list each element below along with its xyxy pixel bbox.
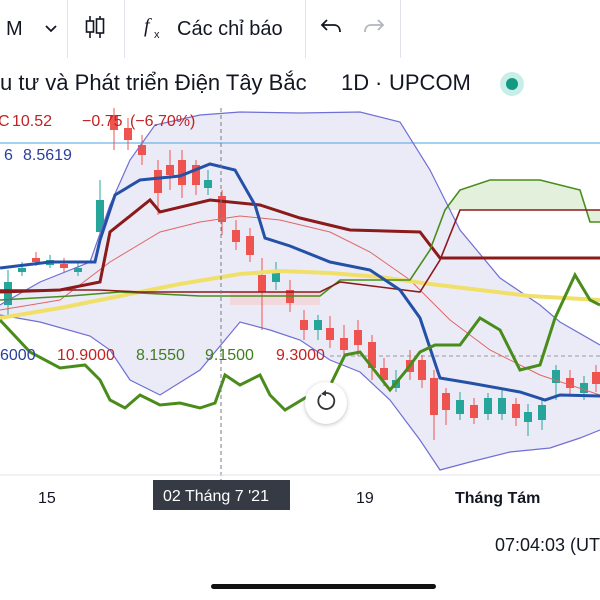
candle-body [138,145,146,155]
candle-body [498,398,506,414]
interval-selector[interactable]: M [6,0,57,58]
candle-body [166,165,174,175]
candle-body [154,170,162,193]
svg-text:x: x [154,29,160,41]
indicator2-value-1: 6000 [0,347,36,364]
clock-label: 07:04:03 (UT [494,535,600,555]
candle-body [204,180,212,188]
bollinger-band-fill [0,112,600,470]
candle-body [124,128,132,140]
candle-body [456,400,464,414]
undo-icon [319,17,343,42]
candle-body [246,236,254,255]
indicator2-value-5: 9.3000 [276,347,325,364]
change-percent: (−6.70%) [130,113,195,130]
svg-text:f: f [144,15,152,37]
tenkan-line [0,162,600,402]
candle-body [340,338,348,350]
interval-label: M [6,17,23,40]
candlestick-series [4,108,600,440]
candle-body [232,230,240,242]
candle-body [32,258,40,262]
resolution-label: 1D [341,70,370,95]
redo-button[interactable] [362,0,386,58]
candle-body [552,370,560,383]
candle-body [470,405,478,418]
candle-body [314,320,322,330]
change-value: −0.75 [82,113,123,130]
indicator2-value-4: 9.1500 [205,347,254,364]
candle-body [18,268,26,272]
candle-body [524,412,532,422]
candle-body [368,342,376,368]
indicator1-value-a: 6 [4,147,13,164]
bollinger-lower-line [0,314,600,471]
indicator2-value-2: 10.9000 [57,347,115,364]
candle-body [192,165,200,185]
candle-body [580,383,588,393]
candle-body [566,378,574,388]
exchange-label: UPCOM [389,70,471,95]
home-indicator [211,584,436,589]
price-chart[interactable]: 15 19 Tháng Tám 02 Tháng 7 '21 C 10.52 −… [0,100,600,515]
candle-body [442,393,450,410]
indicator1-value-b: 8.5619 [23,147,72,164]
indicator2-value-3: 8.1550 [136,347,185,364]
candle-body [258,275,266,292]
symbol-title: u tư và Phát triển Điện Tây Bắc [0,70,307,95]
chart-type-button[interactable] [84,0,106,58]
toolbar-divider [305,0,306,58]
candle-body [430,378,438,415]
candle-body [354,330,362,345]
candle-body [60,264,68,268]
leading-span-a-line [0,179,600,301]
reset-icon [315,389,337,417]
candle-body [380,368,388,380]
status-dot-icon [500,72,524,96]
fx-icon: f x [143,13,167,46]
candle-body [326,328,334,340]
candle-body [110,115,118,130]
moving-average-line [0,268,600,320]
toolbar-divider [67,0,68,58]
symbol-legend[interactable]: u tư và Phát triển Điện Tây Bắc 1D · UPC… [0,70,600,106]
crosshair-time-label: 02 Tháng 7 '21 [163,488,269,505]
candle-body [218,196,226,222]
kijun-line [0,197,600,294]
time-tick-19: 19 [356,490,374,507]
close-value: 10.52 [12,113,52,130]
candle-body [74,268,82,272]
candle-body [4,282,12,305]
bollinger-basis-line [0,215,600,396]
leading-span-b-line [0,209,600,293]
indicators-button[interactable]: f x Các chỉ báo [143,0,283,58]
bollinger-upper-line [0,111,600,346]
top-toolbar: M f x Các chỉ báo [0,0,600,58]
candle-body [272,270,280,282]
crosshair-time-label-bg [153,480,290,510]
legend-dot-separator: · [375,70,383,95]
toolbar-divider [124,0,125,58]
chevron-down-icon [45,20,57,38]
candle-body [484,398,492,414]
candle-body [418,360,426,380]
candle-body [592,372,600,384]
close-prefix: C [0,113,10,130]
time-tick-month: Tháng Tám [455,490,540,507]
redo-icon [362,17,386,42]
lagging-span-line [0,271,600,412]
undo-button[interactable] [319,0,343,58]
candle-body [300,320,308,330]
indicators-label: Các chỉ báo [177,17,283,40]
candle-body [538,405,546,420]
candles-icon [84,14,106,45]
candle-body [178,160,186,185]
time-tick-15: 15 [38,490,56,507]
reset-chart-button[interactable] [305,382,347,424]
toolbar-divider [400,0,401,58]
candle-body [96,200,104,232]
candle-body [512,404,520,418]
